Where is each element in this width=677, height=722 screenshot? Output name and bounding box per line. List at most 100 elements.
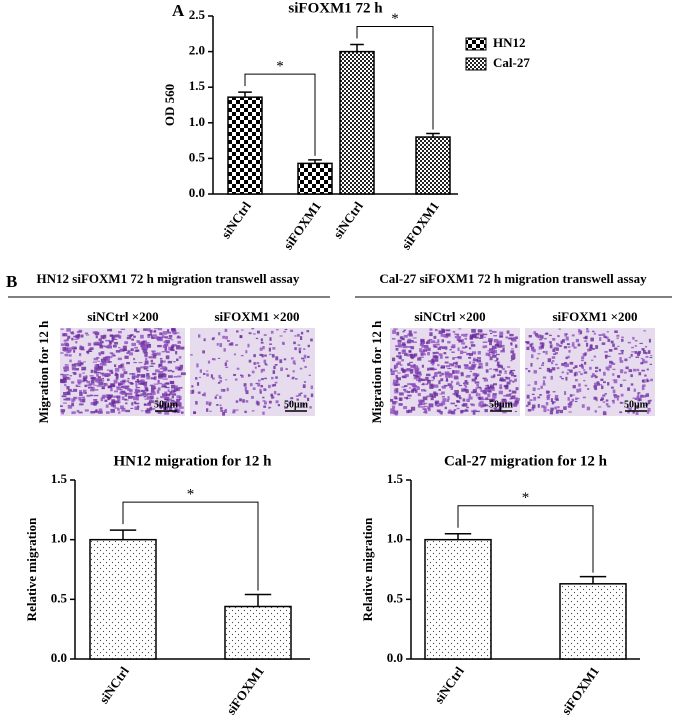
cell: [256, 330, 260, 334]
y-tick-label: 0.0: [51, 650, 67, 665]
cell: [561, 363, 565, 366]
y-tick-label: 1.5: [387, 471, 404, 486]
cell: [489, 384, 495, 389]
cell: [96, 367, 100, 372]
cell: [485, 384, 489, 387]
cell: [572, 367, 576, 369]
cell: [450, 402, 455, 405]
cell: [480, 404, 484, 408]
row-label: Migration for 12 h: [369, 320, 384, 423]
cell: [233, 373, 237, 376]
cell: [211, 338, 215, 341]
cell: [90, 394, 93, 397]
cell: [478, 366, 481, 369]
cell: [64, 379, 67, 383]
cell: [599, 337, 602, 341]
cell: [454, 365, 460, 368]
cell: [172, 411, 177, 413]
cell: [98, 408, 103, 413]
cell: [514, 410, 517, 412]
cell: [433, 368, 437, 370]
cell: [121, 396, 125, 401]
cell: [301, 405, 304, 408]
cell: [64, 339, 67, 341]
cell: [404, 390, 409, 393]
cell: [390, 371, 395, 376]
cell: [471, 403, 475, 407]
y-tick-label: 0.5: [51, 590, 68, 605]
cell: [540, 364, 545, 367]
cell: [158, 364, 161, 368]
cell: [142, 349, 148, 353]
x-tick-label: siNCtrl: [431, 664, 467, 707]
cell: [497, 344, 502, 348]
cell: [435, 341, 440, 343]
cell: [271, 376, 274, 380]
cell: [537, 388, 540, 390]
x-tick-label: siFOXM1: [398, 199, 442, 253]
cell: [650, 355, 653, 357]
cell: [502, 347, 505, 352]
cell: [225, 336, 228, 340]
cell: [146, 343, 152, 348]
cell: [151, 386, 156, 390]
cell: [427, 339, 431, 344]
cell: [260, 338, 263, 342]
cell: [211, 377, 215, 380]
cell: [462, 398, 466, 402]
cell: [158, 377, 163, 380]
cell: [106, 378, 110, 382]
cell: [444, 371, 450, 375]
significance-label: *: [187, 487, 195, 503]
cell: [100, 335, 105, 339]
cell: [471, 351, 477, 355]
cell: [244, 386, 247, 391]
cell: [584, 361, 587, 365]
cell: [70, 331, 74, 334]
cell: [306, 330, 310, 333]
cell: [555, 398, 559, 401]
cell: [143, 363, 146, 366]
cell: [620, 393, 624, 397]
cell: [646, 378, 649, 383]
cell: [504, 385, 509, 390]
cell: [219, 379, 223, 383]
cell: [619, 369, 624, 374]
cell: [67, 335, 71, 339]
cell: [484, 409, 488, 413]
cell: [645, 355, 649, 358]
cell: [145, 357, 148, 361]
cell: [145, 387, 149, 392]
cell: [154, 328, 159, 330]
error-bar: [238, 91, 252, 98]
cell: [471, 364, 476, 368]
cell: [464, 366, 469, 370]
cell: [462, 346, 466, 349]
cell: [612, 389, 616, 394]
cell: [268, 347, 272, 352]
cell: [575, 397, 578, 401]
cell: [496, 358, 499, 361]
cell: [498, 370, 502, 374]
cell: [111, 334, 116, 339]
cell: [429, 403, 434, 408]
cell: [456, 395, 461, 398]
cell: [117, 401, 121, 403]
cell: [104, 356, 109, 361]
cell: [108, 340, 114, 343]
cell: [152, 372, 157, 376]
cell: [122, 345, 127, 349]
cell: [551, 356, 556, 359]
cell: [560, 340, 563, 345]
cell: [408, 350, 412, 353]
cell: [409, 354, 413, 359]
cell: [457, 347, 460, 352]
cell: [413, 353, 418, 357]
cell: [234, 378, 238, 381]
cell: [392, 409, 396, 411]
cell: [71, 402, 75, 407]
cell: [649, 363, 653, 365]
cell: [485, 362, 489, 367]
cell: [140, 393, 144, 397]
row-label: Migration for 12 h: [36, 320, 51, 423]
